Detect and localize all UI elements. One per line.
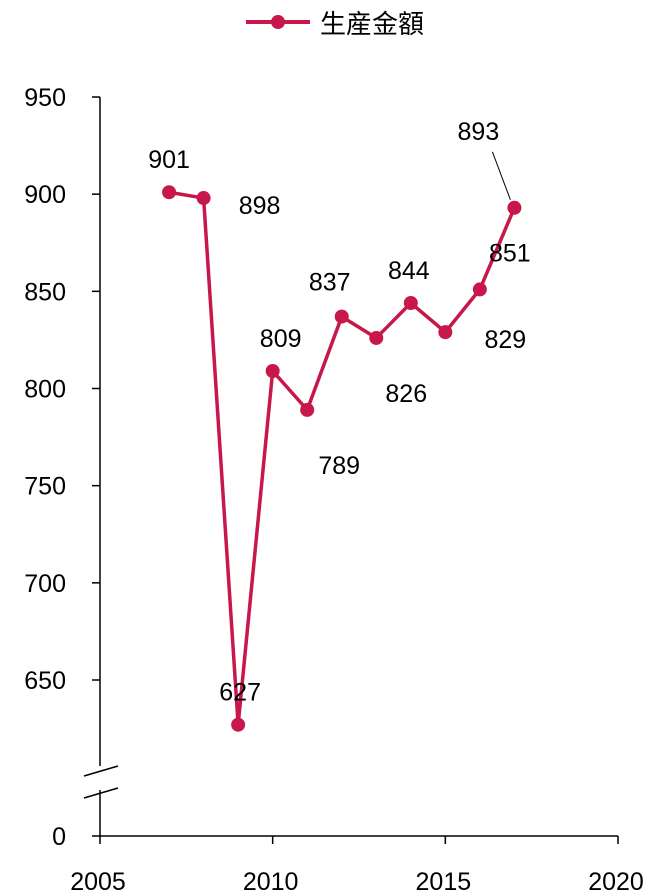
y-tick-label: 650	[24, 667, 66, 695]
axis-break-mark	[83, 787, 119, 799]
x-tick-label: 2010	[243, 868, 299, 894]
legend: 生産金額	[244, 4, 424, 40]
label-leader-line	[491, 151, 511, 200]
data-point	[438, 325, 453, 340]
x-tick-label: 2015	[416, 868, 472, 894]
axis-break-mark	[83, 765, 119, 777]
y-tick-label: 900	[24, 181, 66, 209]
data-label: 837	[309, 269, 351, 297]
data-point	[369, 330, 384, 345]
y-tick-label: 700	[24, 570, 66, 598]
data-label: 893	[458, 118, 500, 146]
data-point	[300, 402, 315, 417]
data-label: 627	[219, 679, 261, 707]
y-tick-label: 750	[24, 473, 66, 501]
data-point	[334, 309, 349, 324]
x-tick-label: 2020	[588, 868, 644, 894]
data-point	[472, 282, 487, 297]
data-point	[231, 717, 246, 732]
data-label: 809	[260, 325, 302, 353]
data-point	[265, 364, 280, 379]
data-label: 789	[318, 452, 360, 480]
data-label: 898	[239, 192, 281, 220]
legend-label: 生産金額	[320, 8, 425, 39]
y-tick-label: 800	[24, 376, 66, 404]
legend-marker-icon	[244, 4, 312, 40]
data-point	[403, 295, 418, 310]
data-label: 829	[484, 326, 526, 354]
data-label: 844	[388, 257, 430, 285]
data-point	[196, 191, 211, 206]
y-tick-label: 950	[24, 84, 66, 112]
y-tick-label: 0	[52, 823, 66, 851]
x-tick-label: 2005	[70, 868, 126, 894]
data-label: 901	[148, 146, 190, 174]
data-label: 826	[385, 380, 427, 408]
data-point	[162, 185, 177, 200]
data-label: 851	[489, 239, 531, 267]
data-point	[507, 200, 522, 215]
y-tick-label: 850	[24, 278, 66, 306]
